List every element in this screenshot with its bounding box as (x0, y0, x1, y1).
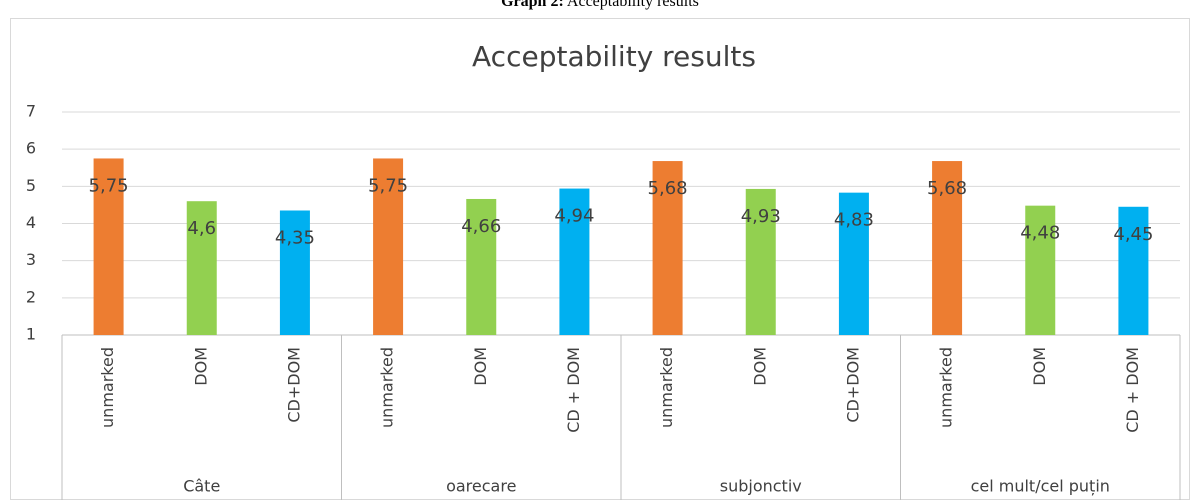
bar (466, 198, 497, 335)
bar (373, 158, 404, 335)
data-label: 4,35 (275, 227, 315, 248)
bar (186, 201, 217, 335)
y-tick-label: 4 (26, 213, 36, 232)
bar (1025, 205, 1056, 335)
data-label: 4,93 (741, 206, 781, 227)
bar (1118, 206, 1149, 335)
caption-text: Acceptability results (567, 0, 699, 10)
group-label: oarecare (446, 477, 516, 496)
x-tick-label: DOM (1030, 347, 1049, 386)
x-tick-label: unmarked (657, 347, 676, 428)
x-tick-label: unmarked (378, 347, 397, 428)
data-label: 4,83 (834, 210, 874, 231)
group-label: subjonctiv (720, 477, 802, 496)
data-label: 4,48 (1020, 223, 1060, 244)
data-label: 5,68 (927, 178, 967, 199)
data-label: 5,68 (648, 178, 688, 199)
data-label: 4,66 (461, 216, 501, 237)
x-tick-label: DOM (750, 347, 769, 386)
x-tick-label: unmarked (937, 347, 956, 428)
x-tick-label: CD + DOM (564, 347, 583, 433)
data-label: 4,94 (554, 206, 594, 227)
bar (652, 161, 683, 335)
bar (932, 161, 963, 335)
bar (838, 192, 869, 335)
data-label: 4,6 (187, 218, 216, 239)
group-label: cel mult/cel puțin (971, 477, 1110, 496)
data-label: 5,75 (368, 175, 408, 196)
caption-label: Graph 2: (501, 0, 564, 10)
y-tick-label: 3 (26, 250, 36, 269)
y-tick-label: 6 (26, 139, 36, 158)
y-tick-label: 7 (26, 102, 36, 121)
group-label: Câte (183, 477, 220, 496)
x-tick-label: DOM (471, 347, 490, 386)
caption: Graph 2: Acceptability results (501, 0, 699, 10)
y-tick-label: 1 (26, 325, 36, 344)
y-tick-label: 5 (26, 176, 36, 195)
bar (559, 188, 590, 335)
x-tick-label: DOM (191, 347, 210, 386)
x-tick-label: CD + DOM (1123, 347, 1142, 433)
bar (93, 158, 124, 335)
chart-title: Acceptability results (472, 40, 756, 73)
x-tick-label: unmarked (98, 347, 117, 428)
bar (279, 210, 310, 335)
x-tick-label: CD+DOM (284, 347, 303, 423)
y-tick-label: 2 (26, 287, 36, 306)
x-tick-label: CD+DOM (843, 347, 862, 423)
bar (745, 188, 776, 335)
data-label: 4,45 (1113, 224, 1153, 245)
data-label: 5,75 (89, 175, 129, 196)
